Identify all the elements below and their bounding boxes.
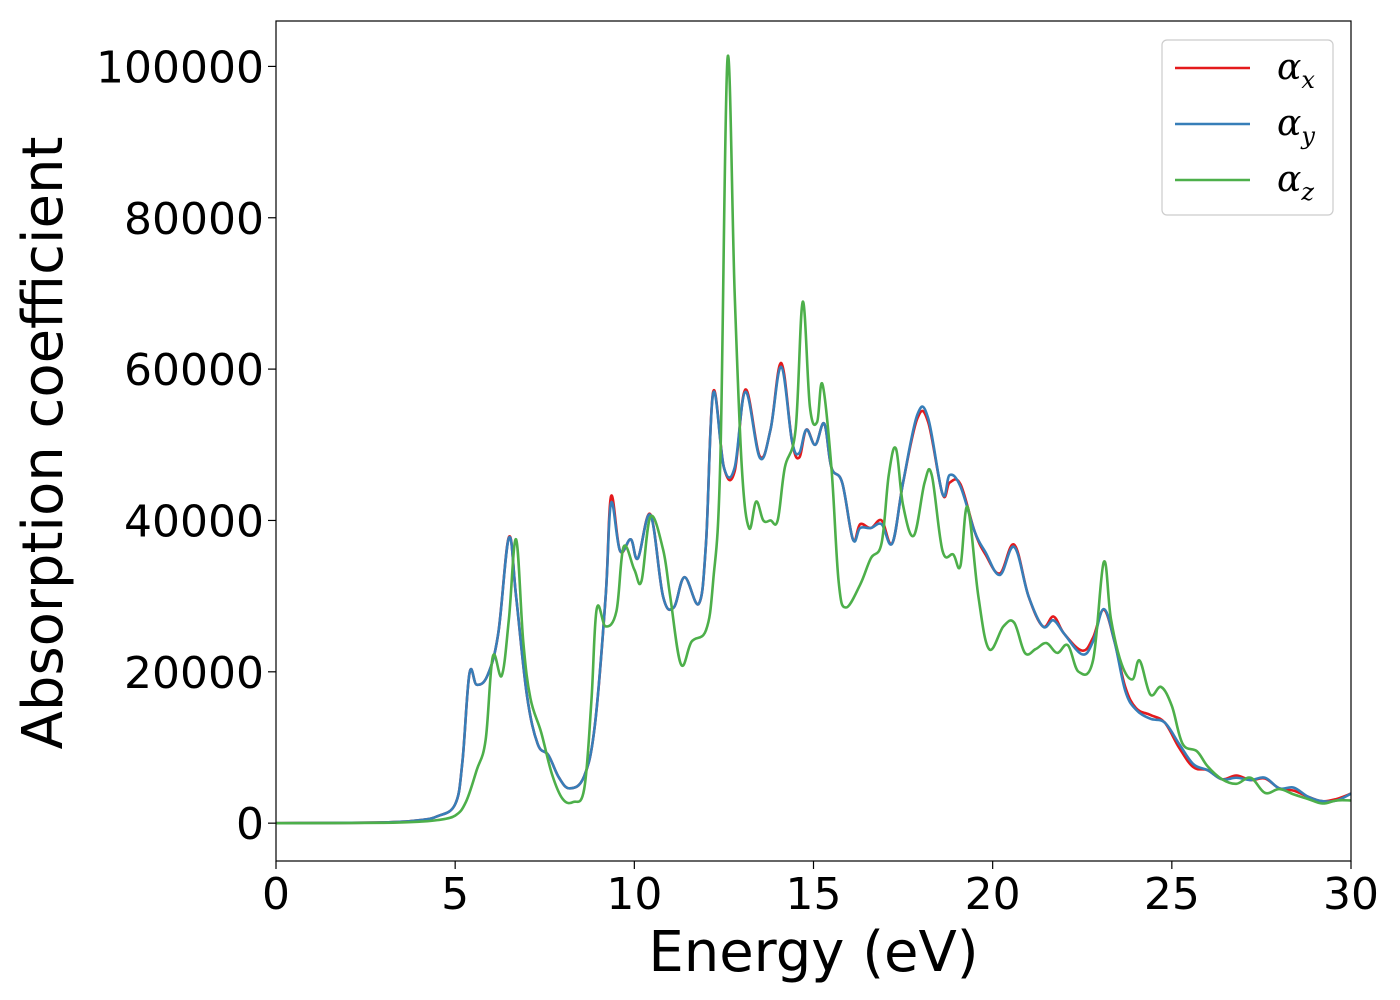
y-axis-ticks: 0 20000 40000 60000 80000 100000 bbox=[96, 42, 276, 850]
y-tick-label: 60000 bbox=[124, 345, 264, 396]
x-tick-label: 5 bbox=[441, 869, 469, 920]
legend-label-subscript: y bbox=[1300, 122, 1315, 150]
series-line-y bbox=[276, 365, 1351, 825]
legend-box bbox=[1161, 39, 1334, 216]
plot-lines bbox=[276, 54, 1351, 825]
x-tick-label: 30 bbox=[1323, 869, 1379, 920]
y-tick-label: 0 bbox=[236, 799, 264, 850]
legend-label-z: αz bbox=[1277, 159, 1314, 206]
legend-label-subscript: z bbox=[1300, 178, 1314, 206]
y-axis-label: Absorption coefficient bbox=[11, 137, 76, 750]
x-axis-ticks: 0 5 10 15 20 25 30 bbox=[262, 861, 1379, 920]
legend-label-symbol: α bbox=[1277, 103, 1301, 144]
series-line-x bbox=[276, 361, 1351, 825]
y-tick-label: 100000 bbox=[96, 42, 264, 93]
x-tick-label: 25 bbox=[1144, 869, 1200, 920]
legend-label-symbol: α bbox=[1277, 47, 1301, 88]
legend-label-subscript: x bbox=[1301, 66, 1315, 94]
y-tick-label: 20000 bbox=[124, 648, 264, 699]
y-tick-label: 40000 bbox=[124, 496, 264, 547]
x-tick-label: 10 bbox=[606, 869, 662, 920]
legend-label-y: αy bbox=[1277, 103, 1315, 150]
y-tick-label: 80000 bbox=[124, 194, 264, 245]
x-tick-label: 15 bbox=[786, 869, 842, 920]
x-tick-label: 0 bbox=[262, 869, 290, 920]
series-line-z bbox=[276, 54, 1351, 825]
legend-label-symbol: α bbox=[1277, 159, 1301, 200]
x-axis-label: Energy (eV) bbox=[648, 920, 978, 985]
x-tick-label: 20 bbox=[965, 869, 1021, 920]
legend-label-x: αx bbox=[1277, 47, 1315, 94]
